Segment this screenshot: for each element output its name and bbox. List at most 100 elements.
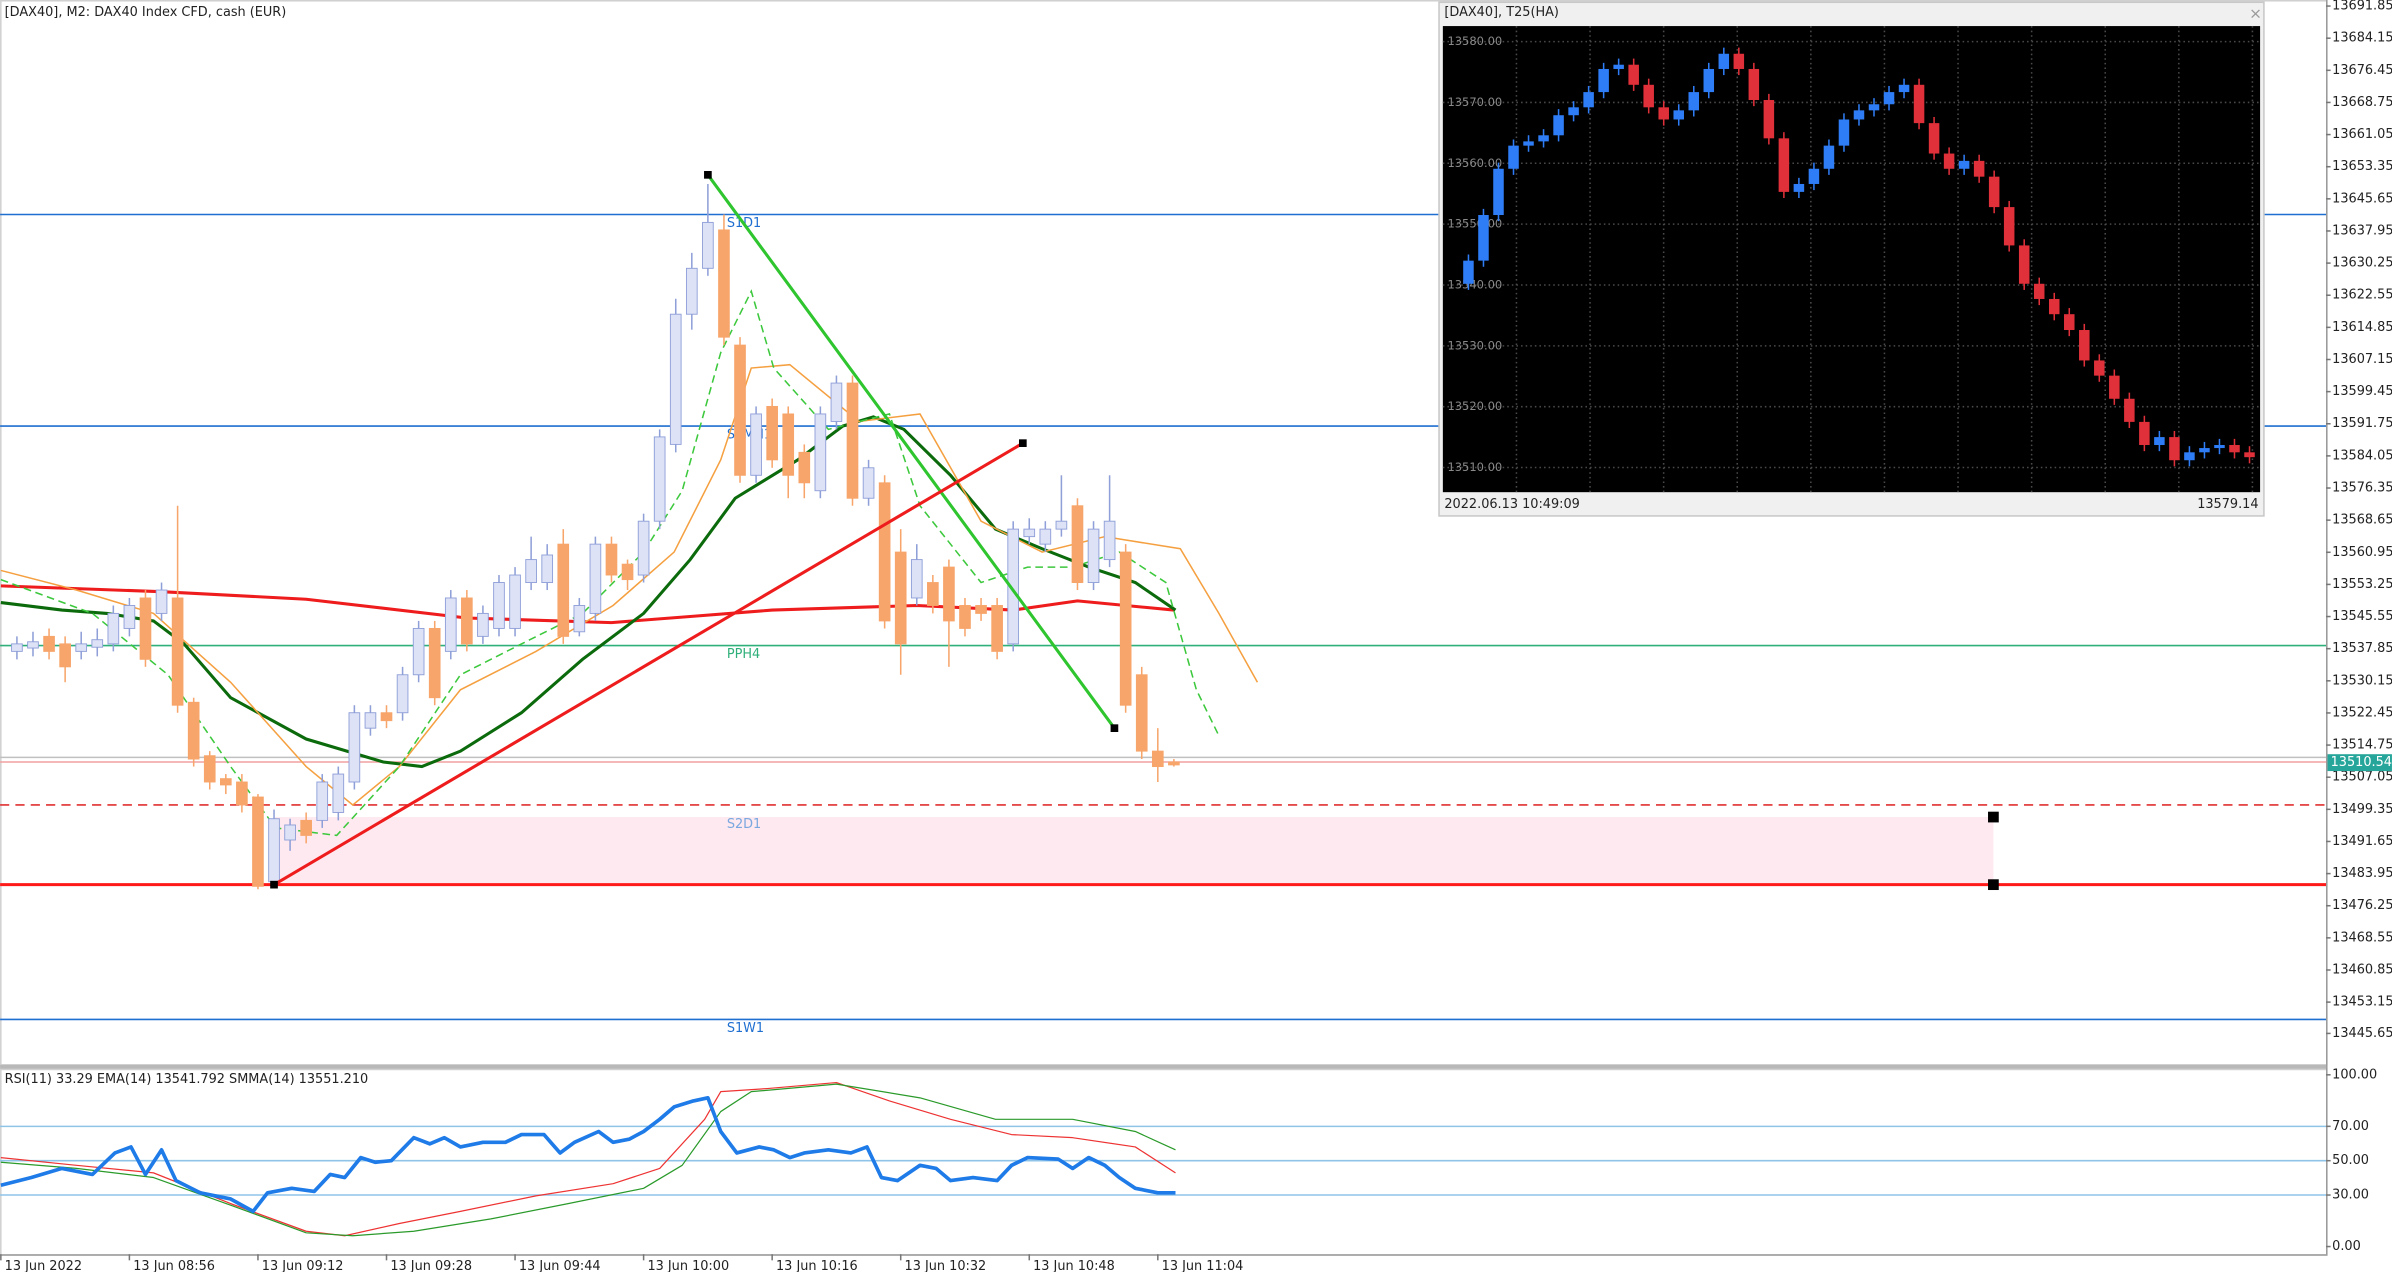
inset-candle xyxy=(1898,84,1910,93)
y-tick-label: 13645.65 xyxy=(2332,191,2392,206)
candle-body xyxy=(1168,761,1180,766)
candle-body xyxy=(396,674,409,714)
inset-candle xyxy=(1493,168,1504,216)
inset-y-label: 13510.00 xyxy=(1447,460,1502,474)
candle-body xyxy=(862,467,875,499)
y-tick-label: 13591.75 xyxy=(2332,416,2392,431)
candle-body xyxy=(621,563,634,581)
candle-body xyxy=(139,597,152,660)
candle-body xyxy=(348,712,361,783)
candle-body xyxy=(894,551,907,645)
candle-body xyxy=(766,405,778,461)
inset-y-label: 13570.00 xyxy=(1447,95,1502,109)
inset-close[interactable]: × xyxy=(2249,4,2262,22)
main-plot: S2D1S1D1S1MN1PPH4S1W1 xyxy=(0,171,2327,1036)
inset-candle xyxy=(1613,64,1624,69)
candle-body xyxy=(814,413,827,492)
inset-candle xyxy=(1523,141,1534,146)
trend-handle xyxy=(270,880,278,889)
y-tick-label: 13468.55 xyxy=(2332,930,2392,945)
y-tick-label: 13614.85 xyxy=(2332,320,2392,335)
inset-candle xyxy=(2003,207,2015,246)
x-tick-label: 13 Jun 08:56 xyxy=(133,1259,215,1272)
level-label: S1MN1 xyxy=(727,428,772,443)
rsi-y-tick-label: 0.00 xyxy=(2332,1239,2361,1254)
rsi-plot xyxy=(0,1081,2327,1237)
candle-body xyxy=(75,643,88,652)
y-tick-label: 13568.65 xyxy=(2332,513,2392,528)
inset-time: 2022.06.13 10:49:09 xyxy=(1444,497,1579,512)
x-tick-label: 13 Jun 10:48 xyxy=(1033,1259,1115,1272)
candle-body xyxy=(380,712,393,722)
candle-body xyxy=(1055,520,1068,530)
inset-candle xyxy=(1943,153,1955,169)
candle-body xyxy=(268,818,280,883)
rsi-y-tick-label: 30.00 xyxy=(2332,1188,2369,1203)
inset-candle xyxy=(2184,452,2195,461)
y-tick-label: 13491.65 xyxy=(2332,834,2392,849)
candle-body xyxy=(123,605,136,629)
inset-candle xyxy=(1628,64,1639,85)
inset-candle xyxy=(2139,421,2150,446)
inset-candle xyxy=(2169,437,2180,461)
candle-body xyxy=(959,605,971,629)
inset-y-label: 13540.00 xyxy=(1447,277,1502,291)
inset-candle xyxy=(2048,298,2060,315)
zone-label: S2D1 xyxy=(727,817,761,832)
inset-candle xyxy=(2109,375,2120,399)
x-tick-label: 13 Jun 10:00 xyxy=(647,1259,729,1272)
inset-y-label: 13550.00 xyxy=(1447,217,1502,231)
trend-handle xyxy=(1110,724,1119,733)
candle-body xyxy=(910,559,923,599)
inset-candle xyxy=(2018,245,2030,284)
candle-body xyxy=(975,605,987,614)
inset-y-label: 13560.00 xyxy=(1447,156,1502,170)
trend-handle xyxy=(704,171,712,179)
candle-body xyxy=(525,559,537,583)
y-tick-label: 13460.85 xyxy=(2332,962,2392,977)
inset-title: [DAX40], T25(HA) xyxy=(1444,5,1559,20)
y-tick-label: 13483.95 xyxy=(2332,866,2392,881)
candle-body xyxy=(1039,528,1052,545)
candle-body xyxy=(830,382,843,422)
inset-candle xyxy=(2199,448,2210,453)
candle-body xyxy=(364,712,377,729)
inset-candle xyxy=(1778,138,1790,192)
inset-window: [DAX40], T25(HA) × 2022.06.13 10:49:09 1… xyxy=(1438,1,2265,517)
x-tick-label: 13 Jun 11:04 xyxy=(1162,1259,1244,1272)
last-price-tag xyxy=(2327,754,2392,772)
inset-candle xyxy=(2214,445,2225,449)
inset-y-label: 13580.00 xyxy=(1447,34,1502,48)
candle-body xyxy=(637,520,650,576)
candle-body xyxy=(718,229,730,338)
candle-body xyxy=(541,554,554,583)
candle-body xyxy=(412,627,425,676)
inset-y-label: 13530.00 xyxy=(1447,338,1502,352)
x-tick-label: 13 Jun 2022 xyxy=(5,1259,82,1272)
inset-candle xyxy=(1538,135,1549,142)
candle-body xyxy=(171,597,184,706)
candle-body xyxy=(284,824,296,841)
inset-candle xyxy=(2229,445,2240,453)
candle-body xyxy=(798,451,811,484)
x-tick-label: 13 Jun 09:44 xyxy=(519,1259,601,1272)
trend-line xyxy=(706,173,1116,730)
inset-price: 13579.14 xyxy=(2197,497,2258,512)
inset-candle xyxy=(1463,260,1474,284)
inset-candle xyxy=(1508,145,1519,169)
chart-title: [DAX40], M2: DAX40 Index CFD, cash (EUR) xyxy=(5,5,287,20)
candle-body xyxy=(669,313,682,445)
candle-body xyxy=(573,605,586,633)
inset-candle xyxy=(1973,160,1985,177)
y-tick-label: 13445.65 xyxy=(2332,1026,2392,1041)
inset-candle xyxy=(1568,107,1579,116)
y-tick-label: 13545.55 xyxy=(2332,609,2392,624)
support-zone xyxy=(274,817,1994,885)
rsi-line xyxy=(0,1081,1176,1237)
inset-candle xyxy=(2064,314,2075,331)
y-tick-label: 13630.25 xyxy=(2332,256,2392,271)
inset-candle xyxy=(1748,68,1760,101)
inset-candle xyxy=(1583,92,1594,108)
